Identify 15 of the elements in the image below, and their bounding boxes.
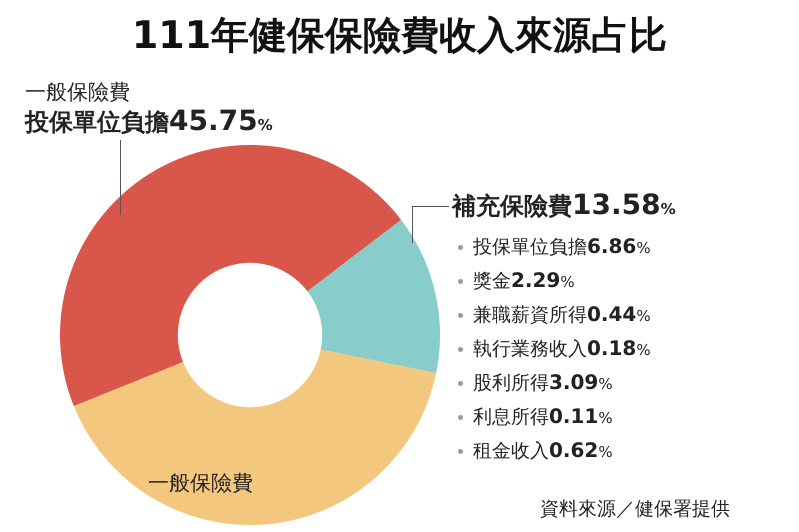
text: 利息所得0.11% xyxy=(473,404,613,430)
slice-label: 一般保險費 xyxy=(148,470,253,497)
slice-label: 補充保險費 xyxy=(452,192,572,220)
slice-label: 投保單位負擔 xyxy=(25,108,169,136)
data-label: 13.58% xyxy=(572,188,676,221)
chart-title: 111年健保保險費收入來源占比 xyxy=(130,12,668,59)
text: 執行業務收入0.18% xyxy=(473,336,651,362)
data-label: 45.75% xyxy=(169,104,273,137)
source-note: 資料來源／健保署提供 xyxy=(540,497,730,522)
text: 股利所得3.09% xyxy=(473,370,613,396)
text: 獎金2.29% xyxy=(473,268,575,294)
text: 一般保險費 xyxy=(25,79,130,106)
text: 投保單位負擔6.86% xyxy=(473,234,651,260)
text: 兼職薪資所得0.44% xyxy=(473,302,651,328)
text: 租金收入0.62% xyxy=(473,438,613,464)
